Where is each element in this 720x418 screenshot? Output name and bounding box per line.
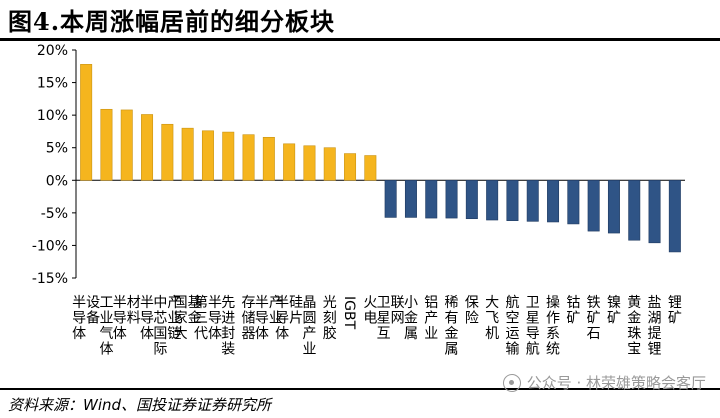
x-tick-label: 晶圆产业 xyxy=(302,295,316,358)
source-note: 资料来源：Wind、国投证券证券研究所 xyxy=(8,396,272,414)
x-tick-label: 小金属 xyxy=(404,295,418,342)
y-tick-label: -5% xyxy=(41,206,68,222)
watermark-text: 公众号 · 林荣雄策略会客厅 xyxy=(526,374,706,392)
y-tick-label: 10% xyxy=(37,108,68,124)
x-tick-label: 卫星导航 xyxy=(526,295,540,358)
bar-6 xyxy=(181,127,194,181)
x-tick-label: 镍矿 xyxy=(607,295,621,327)
y-tick-label: -15% xyxy=(32,271,68,287)
y-tick-label: -10% xyxy=(32,238,68,254)
bar-29 xyxy=(648,179,661,244)
bar-8 xyxy=(222,131,235,181)
x-tick-label: 第三代半导体 xyxy=(194,294,222,342)
x-tick-label: 锂矿 xyxy=(668,295,682,327)
x-tick-label: 黄金珠宝 xyxy=(627,294,641,358)
bar-24 xyxy=(547,179,560,223)
y-tick-label: 20% xyxy=(37,43,68,59)
x-tick-label: 钴矿 xyxy=(566,295,580,327)
wechat-icon xyxy=(502,373,521,392)
bar-27 xyxy=(607,179,620,234)
x-tick-label: 操作系统 xyxy=(546,295,560,358)
y-tick-label: 0% xyxy=(46,173,68,189)
bar-17 xyxy=(404,179,417,218)
x-tick-label: 半导体材料 xyxy=(113,295,141,342)
footer-divider xyxy=(0,388,720,390)
x-tick-label: 国家大基金 xyxy=(174,294,202,342)
bar-1 xyxy=(80,64,93,181)
bar-25 xyxy=(567,179,580,225)
y-tick-label: 15% xyxy=(37,76,68,92)
bar-13 xyxy=(323,147,336,181)
bars xyxy=(80,64,681,253)
bar-4 xyxy=(141,114,154,181)
bar-15 xyxy=(364,155,377,181)
x-tick-label: 保险 xyxy=(465,295,479,327)
x-tick-label: 铝产业 xyxy=(424,295,438,342)
x-tick-label: 大飞机 xyxy=(485,295,499,342)
x-tick-label: 中芯国际产业链 xyxy=(153,295,181,358)
x-tick-label: 先进封装 xyxy=(221,295,235,358)
x-axis-labels: 半导体设备工业气体半导体材料半导体中芯国际产业链国家大基金第三代半导体先进封装存… xyxy=(72,294,682,358)
x-tick-label: 光刻胶 xyxy=(323,295,337,342)
bar-11 xyxy=(283,143,296,181)
x-tick-label: 铁矿石 xyxy=(587,295,601,342)
bar-16 xyxy=(384,179,397,218)
title-divider xyxy=(0,38,720,41)
x-tick-label: 存储器 xyxy=(242,295,256,342)
bar-7 xyxy=(201,130,214,181)
bar-3 xyxy=(120,109,133,181)
x-tick-label: 半导体 xyxy=(140,295,154,342)
bar-14 xyxy=(344,153,357,181)
watermark: 公众号 · 林荣雄策略会客厅 xyxy=(502,372,706,393)
x-tick-label: 半导体产业 xyxy=(255,295,283,342)
bar-10 xyxy=(262,136,275,181)
bar-22 xyxy=(506,179,519,221)
bar-30 xyxy=(668,179,681,253)
x-tick-label: 盐湖提锂 xyxy=(648,295,662,358)
bar-21 xyxy=(486,179,499,221)
x-tick-label: 半导体硅片 xyxy=(275,295,303,342)
bar-23 xyxy=(526,179,539,222)
bar-2 xyxy=(100,108,113,181)
x-tick-label: 半导体设备 xyxy=(72,295,100,342)
bar-19 xyxy=(445,179,458,219)
bar-18 xyxy=(425,179,438,219)
bar-chart: -15%-10%-5%0%5%10%15%20% 半导体设备工业气体半导体材料半… xyxy=(32,43,685,358)
bar-28 xyxy=(628,179,641,241)
x-tick-label: 火电 xyxy=(363,295,377,327)
y-tick-label: 5% xyxy=(46,141,68,157)
y-axis: -15% -10% -5% 0% 5% 10% 15% 20% xyxy=(32,43,685,287)
chart-title: 图4.本周涨幅居前的细分板块 xyxy=(8,7,336,36)
x-tick-label: 航空运输 xyxy=(505,295,519,358)
bar-5 xyxy=(161,123,174,181)
bar-12 xyxy=(303,145,316,181)
x-tick-label: 稀有金属 xyxy=(445,295,459,358)
bar-20 xyxy=(465,179,478,220)
x-tick-label: 卫星互联网 xyxy=(377,295,405,342)
bar-26 xyxy=(587,179,600,232)
x-tick-label: 工业气体 xyxy=(99,295,113,358)
x-tick-label: IGBT xyxy=(341,296,357,330)
bar-9 xyxy=(242,134,255,181)
